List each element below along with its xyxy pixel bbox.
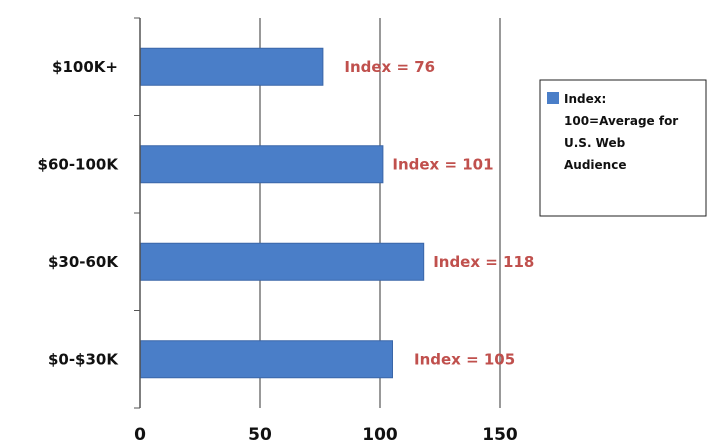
legend-swatch (547, 92, 559, 104)
legend-line-1: Index: (564, 92, 606, 106)
legend: Index: 100=Average for U.S. Web Audience (539, 79, 707, 217)
bar-1 (140, 145, 384, 184)
axes (134, 17, 141, 409)
data-label-0: Index = 76 (344, 58, 435, 76)
legend-box (539, 79, 707, 217)
legend-line-2: 100=Average for (564, 114, 678, 128)
data-label-1: Index = 101 (392, 155, 493, 173)
labels: $100K+ Index = 76 $60-100K Index = 101 $30-6… (38, 58, 535, 445)
category-label-3: $0-$30K (48, 350, 119, 368)
bars (140, 47, 425, 379)
legend-line-4: Audience (564, 158, 626, 172)
x-tick-label-50: 50 (248, 425, 272, 445)
x-tick-label-100: 100 (362, 425, 398, 445)
category-label-1: $60-100K (38, 155, 120, 173)
x-tick-label-0: 0 (134, 425, 146, 445)
bar-0 (140, 47, 324, 86)
data-label-3: Index = 105 (414, 350, 515, 368)
category-label-2: $30-60K (48, 253, 119, 271)
x-tick-label-150: 150 (482, 425, 518, 445)
bar-3 (140, 340, 393, 379)
legend-line-3: U.S. Web (564, 136, 626, 150)
bar-2 (140, 242, 425, 281)
category-label-0: $100K+ (52, 58, 118, 76)
data-label-2: Index = 118 (433, 253, 534, 271)
